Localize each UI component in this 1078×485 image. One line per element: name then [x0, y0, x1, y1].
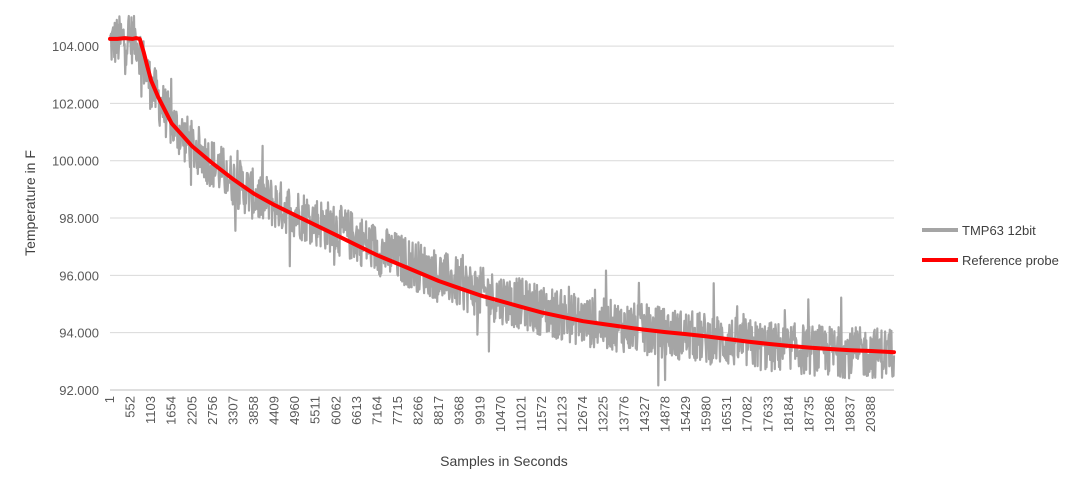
x-tick-label: 6613	[349, 396, 364, 425]
x-tick-label: 20388	[863, 396, 878, 432]
x-tick-label: 1103	[143, 396, 158, 424]
y-tick-label: 94.000	[59, 326, 99, 341]
y-tick-label: 98.000	[59, 211, 99, 226]
x-tick-label: 14327	[637, 396, 652, 432]
x-tick-label: 11021	[513, 396, 528, 431]
x-tick-label: 18735	[801, 396, 816, 432]
x-tick-label: 11572	[534, 396, 549, 431]
y-tick-label: 104.000	[52, 39, 99, 54]
x-tick-label: 19286	[822, 396, 837, 432]
x-tick-label: 17633	[760, 396, 775, 432]
x-tick-label: 4960	[287, 396, 302, 425]
x-tick-label: 3858	[246, 396, 261, 425]
y-tick-label: 96.000	[59, 268, 99, 283]
x-tick-label: 14878	[657, 396, 672, 432]
x-tick-label: 19837	[843, 396, 858, 432]
x-tick-label: 10470	[493, 396, 508, 432]
y-tick-label: 100.000	[52, 154, 99, 169]
x-tick-label: 12123	[555, 396, 570, 432]
legend-label-tmp63: TMP63 12bit	[962, 223, 1036, 238]
x-axis-tick-labels: 1 552 1103 1654 2205 2756 3307 3858 4409 4960 5511…	[102, 396, 878, 432]
x-tick-label: 3307	[225, 396, 240, 425]
x-tick-label: 17082	[740, 396, 755, 432]
x-tick-label: 12674	[575, 396, 590, 432]
y-tick-label: 92.000	[59, 383, 99, 398]
x-tick-label: 13776	[616, 396, 631, 432]
x-tick-label: 1	[102, 396, 117, 403]
x-tick-label: 13225	[596, 396, 611, 432]
x-tick-label: 16531	[719, 396, 734, 432]
y-tick-label: 102.000	[52, 96, 99, 111]
y-axis-title: Temperature in F	[22, 150, 38, 256]
x-tick-label: 15429	[678, 396, 693, 432]
series-layer	[108, 14, 896, 387]
x-tick-label: 5511	[308, 396, 323, 424]
x-tick-label: 7164	[369, 396, 384, 425]
legend-label-reference-probe: Reference probe	[962, 253, 1059, 268]
legend: TMP63 12bit Reference probe	[922, 223, 1059, 268]
x-tick-label: 1654	[164, 396, 179, 425]
x-tick-label: 4409	[267, 396, 282, 425]
x-tick-label: 6062	[328, 396, 343, 425]
y-axis-tick-labels: 92.000 94.000 96.000 98.000 100.000 102.000 10…	[52, 39, 99, 398]
x-axis-title: Samples in Seconds	[440, 453, 568, 469]
series-line-reference-probe	[108, 36, 896, 355]
x-tick-label: 7715	[390, 396, 405, 425]
series-line-tmp63	[108, 14, 896, 387]
x-tick-label: 9919	[472, 396, 487, 425]
x-tick-label: 552	[123, 396, 138, 418]
x-tick-label: 8266	[411, 396, 426, 425]
x-tick-label: 8817	[431, 396, 446, 425]
x-tick-label: 9368	[452, 396, 467, 425]
x-tick-label: 2205	[184, 396, 199, 425]
x-tick-label: 18184	[781, 396, 796, 432]
x-tick-label: 2756	[205, 396, 220, 425]
x-tick-label: 15980	[699, 396, 714, 432]
